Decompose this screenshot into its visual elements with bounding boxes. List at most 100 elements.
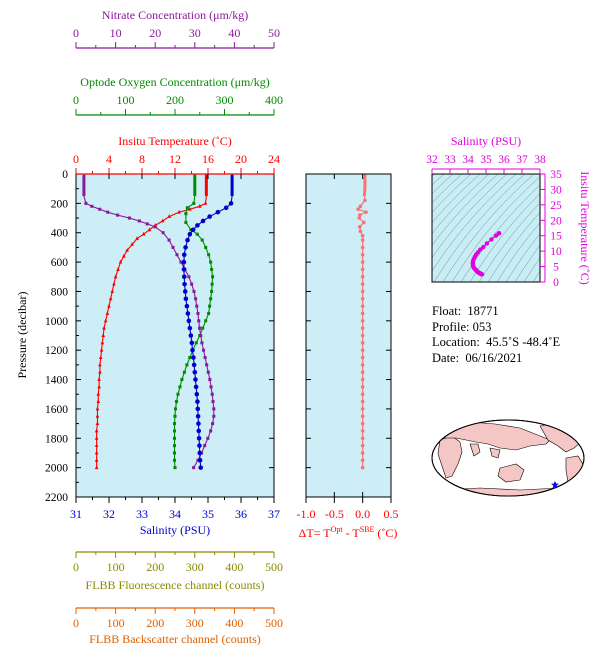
salinity-point [192,369,198,375]
nitrate-point [199,333,203,338]
ts-diagram-panel: 32 33 34 35 36 37 38 0 5 10 15 20 25 30 35 Salinity (P… [426,134,592,289]
salinity-point [228,201,234,206]
salinity-point [223,205,229,211]
oxygen-point [200,238,204,242]
salinity-point [185,237,190,243]
temperature-point [203,200,208,205]
nitrate-point [203,444,207,448]
nitrate-point [203,355,207,360]
pressure-tick-label: 200 [51,198,69,210]
isopycnal-line [432,174,508,259]
delta-t-point [360,355,365,360]
isopycnal-line [469,193,540,282]
temperature-point [100,340,105,345]
pressure-tick-label: 1600 [45,404,68,416]
temperature-point [96,391,101,396]
salinity-point [191,355,196,360]
temperature-point [116,267,120,271]
nitrate-point [175,253,179,257]
temperature-point [99,347,104,352]
date-value: 06/16/2021 [465,350,523,365]
temperature-profile-line [96,174,207,468]
oxygen-point [210,282,214,286]
land-south-america [565,455,584,491]
delta-t-point [360,245,365,250]
ts-point [484,241,490,246]
delta-t-panel: -1.0 -0.5 0.0 0.5 ΔT= TOpt - TSBE (˚C) [297,173,399,540]
nitrate-point [210,392,214,396]
salinity-tick-label: 36 [235,507,247,521]
ts-y-tick-label: 20 [550,215,562,227]
backscatter-tick-label: 100 [107,616,125,630]
oxygen-point [195,232,199,236]
salinity-point [187,231,193,237]
oxygen-point [209,297,213,301]
temperature-point [95,406,100,411]
ts-y-tick-label: 15 [550,231,562,243]
isopycnal-line [442,174,535,282]
pressure-tick-label: 1000 [45,316,68,328]
oxygen-point [207,253,211,257]
isopycnal-line [523,257,540,282]
backscatter-axis-label: FLBB Backscatter channel (counts) [89,632,261,646]
delta-t-line [357,174,368,468]
nitrate-point [205,363,209,367]
nitrate-point [179,260,183,264]
backscatter-tick-label: 400 [225,616,243,630]
oxygen-point [173,414,177,418]
delta-t-point [360,465,365,470]
oxygen-point [211,275,215,279]
salinity-point [200,218,206,224]
temperature-point [167,214,172,219]
fluorescence-tick-label: 0 [73,560,79,574]
oxygen-point [209,260,213,264]
salinity-point [197,450,203,456]
delta-t-point [360,392,365,397]
ts-x-tick-label: 32 [426,154,438,166]
delta-t-point [356,207,360,212]
isopycnal-line [432,174,517,272]
salinity-point [184,303,190,309]
fluorescence-tick-label: 100 [107,560,125,574]
oxygen-point [204,245,208,249]
temperature-point [147,227,152,232]
temperature-point [125,247,129,252]
delta-t-point [360,304,365,308]
nitrate-point [84,201,88,205]
delta-t-point [360,319,365,323]
salinity-point [195,223,200,228]
ts-point [493,233,499,238]
nitrate-point [209,429,213,433]
pressure-axis-label: Pressure (decibar) [15,292,29,379]
salinity-tick-label: 32 [103,507,115,521]
backscatter-tick-label: 500 [265,616,283,630]
pressure-tick-label: 0 [62,169,68,181]
oxygen-point [207,311,211,316]
ts-x-tick-label: 37 [516,154,528,166]
salinity-point [181,259,187,265]
temperature-point [122,253,126,258]
oxygen-point [185,206,189,210]
profile-plot-panel: 0 200 400 600 800 1000 1200 1400 1600 1800 2000 220… [15,169,275,504]
nitrate-tick-label: 20 [149,26,161,40]
world-map [431,419,585,497]
ts-x-tick-label: 34 [462,154,474,166]
oxygen-point [188,355,192,360]
temperature-tick-label: 0 [73,152,79,166]
temperature-point [112,281,116,286]
salinity-point [187,325,193,331]
oxygen-point [201,326,205,330]
nitrate-profile-line [83,174,215,468]
ts-point [489,237,494,242]
delta-t-point [360,252,365,257]
isopycnal-line [433,174,526,282]
isopycnal-line [505,233,540,282]
nitrate-point [127,216,131,220]
pressure-tick-label: 1400 [45,375,68,387]
salinity-point [195,399,200,404]
bottom-axes-group: 31 32 33 34 35 36 37 Salinity (PSU) 0 100 200 300 40… [70,174,283,646]
delta-t-point [360,348,365,352]
nitrate-point [201,348,206,352]
backscatter-tick-label: 0 [73,616,79,630]
